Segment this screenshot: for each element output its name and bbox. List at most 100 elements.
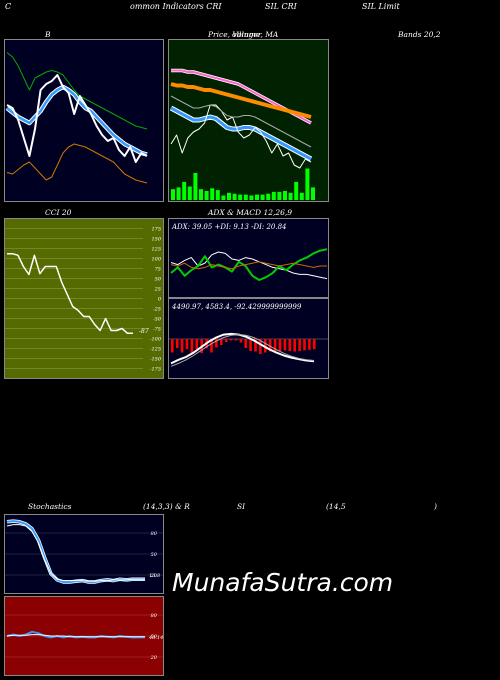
cci-tick-label: -125 — [150, 347, 161, 353]
ma-gray-line — [170, 95, 312, 148]
volume-bar — [243, 194, 248, 200]
macd-histogram-bar — [283, 339, 287, 351]
macd-histogram-bar — [215, 339, 218, 348]
price-panel — [168, 39, 329, 202]
stoch-d-line — [6, 524, 145, 582]
header-company: SIL Limit — [362, 2, 400, 11]
macd-histogram-bar — [268, 339, 272, 352]
stoch-title-left: Stochastics — [28, 502, 72, 511]
bollinger-title-mid: Price, Volume, MA — [208, 30, 279, 39]
bb-price-line — [6, 74, 148, 163]
bollinger-title-overlap: ollinger — [232, 30, 262, 39]
macd-histogram-bar — [175, 339, 179, 348]
price-line — [170, 104, 312, 169]
volume-bar — [171, 189, 175, 200]
volume-bar — [283, 191, 287, 200]
volume-bar — [255, 194, 259, 200]
bollinger-panel — [4, 39, 164, 202]
macd-histogram-bar — [278, 339, 282, 351]
cci-line — [7, 252, 133, 335]
stoch-tick-label: 20 — [150, 573, 158, 579]
cci-tick-label: 25 — [154, 287, 161, 293]
volume-bar — [277, 191, 282, 200]
cci-tick-label: -25 — [153, 307, 161, 313]
cci-tick-label: 75 — [155, 267, 161, 273]
macd-histogram-bar — [264, 339, 267, 353]
macd-histogram-bar — [239, 339, 243, 343]
macd-histogram-bar — [249, 339, 252, 351]
adx-line — [170, 251, 328, 280]
macd-histogram-bar — [234, 339, 238, 341]
volume-bar — [176, 187, 181, 200]
volume-bar — [266, 193, 271, 200]
cci-tick-label: -50 — [153, 317, 162, 323]
volume-bar — [260, 194, 265, 200]
cci-chart: 175 150 125 100 75 50 25 0 -25 -50 -75 -100 -125 -150… — [5, 227, 162, 373]
macd-histogram-bar — [293, 339, 296, 352]
cci-tick-label: -75 — [153, 327, 161, 333]
macd-histogram-bar — [254, 339, 257, 352]
cci-panel: 175 150 125 100 75 50 25 0 -25 -50 -75 -100 -125 -150… — [4, 218, 164, 379]
macd-histogram-bar — [244, 339, 247, 348]
macd-histogram-bar — [185, 339, 189, 350]
rsi-smooth-line — [6, 634, 145, 638]
adx-info-label: ADX: 39.05 +DI: 9.13 -DI: 20.84 — [171, 223, 287, 231]
cci-value-label: -87 — [139, 328, 149, 335]
stoch-k-line — [6, 520, 146, 583]
macd-info-label: 4490.97, 4583.4, -92.429999999999 — [171, 303, 302, 311]
stoch-panel: 80 50 20 13.8 — [4, 514, 164, 594]
stoch-k-halo — [6, 519, 146, 584]
macd-panel: 4490.97, 4583.4, -92.429999999999 — [168, 298, 329, 379]
macd-histogram-bar — [313, 339, 316, 350]
bb-lower-line — [6, 143, 148, 184]
rsi-chart: 80 50 20 48.14 — [5, 613, 163, 661]
macd-histogram-bar — [180, 339, 184, 353]
adx-chart: ADX: 39.05 +DI: 9.13 -DI: 20.84 — [170, 223, 328, 281]
bollinger-title-left: B — [45, 30, 51, 39]
volume-bar — [271, 191, 276, 200]
volume-bar — [227, 192, 231, 200]
bollinger-title-right: Bands 20,2 — [398, 30, 441, 39]
adx-macd-title: ADX & MACD 12,26,9 — [208, 208, 293, 217]
bollinger-chart — [5, 52, 148, 184]
volume-bar — [204, 191, 209, 200]
volume-bar — [199, 189, 203, 200]
volume-bar — [210, 188, 215, 200]
signal-line — [170, 334, 315, 367]
stoch-title-mid: (14,3,3) & R — [143, 502, 190, 511]
rsi-tick-label: 50 — [151, 634, 158, 640]
volume-bar — [299, 192, 304, 200]
stoch-title-period: (14,5 — [326, 502, 346, 511]
bb-upper-line — [6, 52, 148, 130]
macd-histogram-bar — [195, 339, 199, 349]
cci-tick-label: 150 — [151, 237, 161, 243]
rsi-panel: 80 50 20 48.14 — [4, 596, 164, 676]
volume-bar — [238, 194, 243, 200]
cci-tick-label: 0 — [158, 297, 162, 303]
bb-mid-line — [6, 85, 148, 156]
volume-bar — [182, 182, 187, 200]
ma-orange-line — [170, 82, 312, 119]
cci-tick-label: 50 — [155, 277, 162, 283]
macd-chart: 4490.97, 4583.4, -92.429999999999 — [169, 303, 328, 367]
stoch-title-rsi: SI — [237, 502, 246, 511]
volume-bar — [288, 192, 293, 200]
watermark: MunafaSutra.com — [172, 568, 394, 597]
stoch-tick-label: 80 — [151, 531, 158, 537]
volume-bar — [305, 168, 310, 200]
macd-histogram-bar — [273, 339, 277, 353]
cci-title: CCI 20 — [45, 208, 72, 217]
macd-histogram-bar — [259, 339, 262, 354]
rsi-tick-label: 80 — [151, 613, 158, 619]
ma-blue-line — [170, 106, 312, 161]
volume-bar — [232, 193, 237, 200]
header-indicators: ommon Indicators CRI — [130, 2, 222, 11]
cci-tick-label: 175 — [151, 227, 161, 233]
macd-histogram-bar — [224, 339, 228, 342]
volume-bar — [221, 195, 226, 200]
macd-histogram-bar — [220, 339, 223, 345]
price-volume-chart — [169, 68, 315, 200]
rsi-tick-label: 20 — [150, 655, 158, 661]
cci-tick-label: -175 — [150, 367, 161, 373]
